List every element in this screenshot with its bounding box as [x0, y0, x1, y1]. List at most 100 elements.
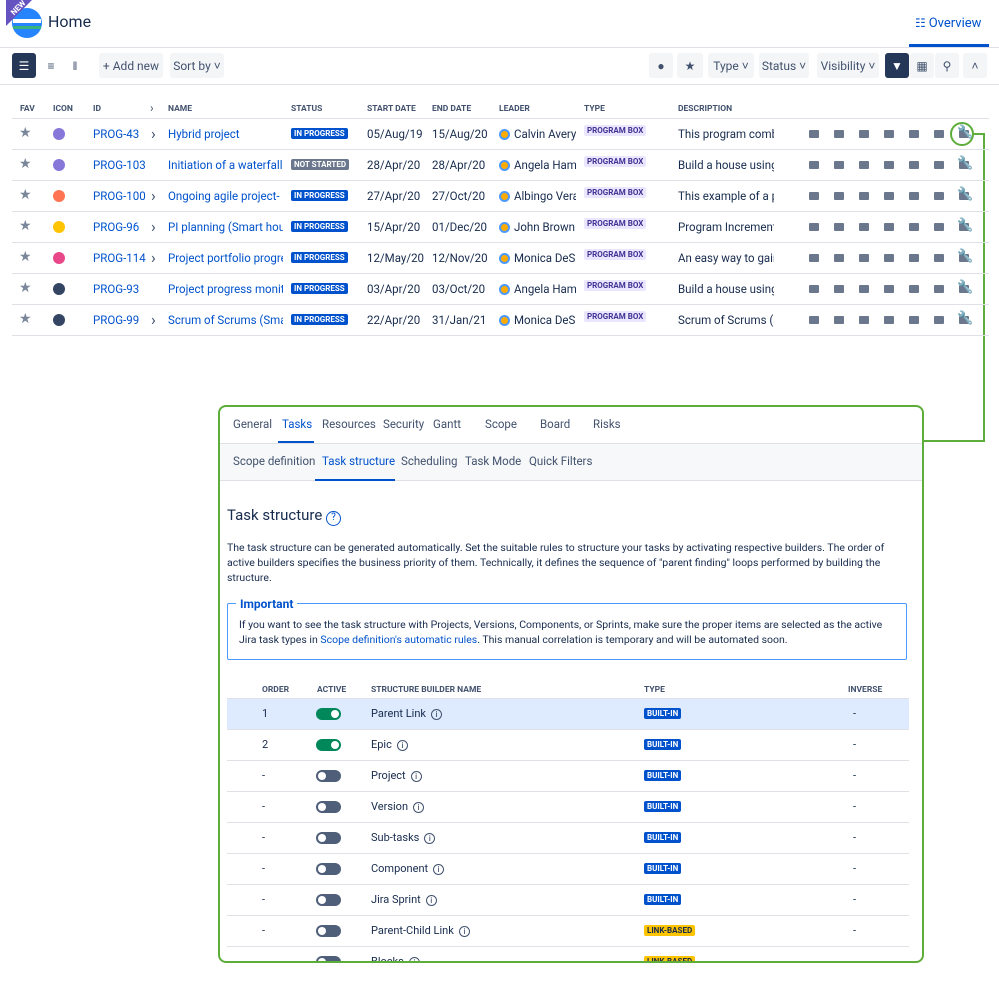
tab[interactable]: General [233, 417, 273, 431]
action-icon[interactable] [959, 130, 969, 138]
info-icon[interactable]: i [430, 709, 442, 720]
fav-filter[interactable]: ★ [677, 53, 703, 78]
settings-wrench[interactable]: 🔧 [957, 311, 974, 326]
action-icon[interactable] [959, 223, 969, 231]
action-icon[interactable] [934, 223, 944, 231]
search-button[interactable]: ⚲ [935, 53, 959, 78]
expand-chevron[interactable]: › [151, 124, 156, 143]
action-icon[interactable] [884, 192, 894, 200]
project-name[interactable]: Scrum of Scrums (Smar [168, 313, 283, 327]
action-icon[interactable] [834, 285, 844, 293]
active-toggle[interactable] [316, 739, 341, 751]
action-icon[interactable] [934, 316, 944, 324]
action-icon[interactable] [859, 161, 869, 169]
settings-wrench[interactable]: 🔧 [957, 218, 974, 233]
project-id[interactable]: PROG-93 [93, 282, 140, 296]
visibility-filter[interactable]: Visibility ˅ [817, 53, 879, 78]
view-tree[interactable]: ≡ [40, 53, 62, 78]
action-icon[interactable] [859, 192, 869, 200]
add-new-button[interactable]: + Add new [99, 53, 163, 78]
settings-wrench[interactable]: 🔧 [957, 280, 974, 295]
action-icon[interactable] [959, 161, 969, 169]
action-icon[interactable] [809, 192, 819, 200]
expand-chevron[interactable]: › [151, 186, 156, 205]
info-icon[interactable]: i [410, 771, 422, 782]
action-icon[interactable] [934, 254, 944, 262]
action-icon[interactable] [934, 192, 944, 200]
project-name[interactable]: PI planning (Smart hous [168, 220, 283, 234]
fav-star[interactable]: ★ [19, 280, 32, 296]
overview-tab[interactable]: ☷ Overview [915, 16, 982, 31]
help-icon[interactable]: ? [326, 511, 342, 526]
project-name[interactable]: Ongoing agile project- pl [168, 189, 283, 203]
action-icon[interactable] [859, 130, 869, 138]
action-icon[interactable] [884, 161, 894, 169]
tab[interactable]: Gantt [433, 417, 461, 431]
expand-chevron[interactable]: › [151, 310, 156, 329]
action-icon[interactable] [909, 254, 919, 262]
action-icon[interactable] [909, 161, 919, 169]
subtab[interactable]: Scope definition [233, 454, 316, 468]
action-icon[interactable] [834, 316, 844, 324]
tab[interactable]: Tasks [282, 417, 313, 431]
active-toggle[interactable] [316, 863, 341, 875]
info-icon[interactable]: i [425, 895, 437, 906]
action-icon[interactable] [834, 161, 844, 169]
action-icon[interactable] [809, 285, 819, 293]
info-icon[interactable]: i [424, 833, 436, 844]
subtab[interactable]: Scheduling [401, 454, 458, 468]
action-icon[interactable] [909, 316, 919, 324]
action-icon[interactable] [909, 223, 919, 231]
settings-wrench[interactable]: 🔧 [957, 249, 974, 264]
action-icon[interactable] [909, 192, 919, 200]
action-icon[interactable] [859, 254, 869, 262]
action-icon[interactable] [884, 285, 894, 293]
active-toggle[interactable] [316, 894, 341, 906]
action-icon[interactable] [859, 285, 869, 293]
project-name[interactable]: Initiation of a waterfall p [168, 158, 283, 172]
info-icon[interactable]: i [413, 802, 425, 813]
active-toggle[interactable] [316, 925, 341, 937]
action-icon[interactable] [934, 285, 944, 293]
info-icon[interactable]: i [433, 864, 445, 875]
user-filter[interactable]: ● [649, 53, 673, 78]
sort-button[interactable]: Sort by ˅ [170, 53, 224, 78]
subtab[interactable]: Quick Filters [529, 454, 593, 468]
project-id[interactable]: PROG-43 [93, 127, 140, 141]
status-filter[interactable]: Status ˅ [759, 53, 809, 78]
settings-wrench[interactable]: 🔧 [957, 187, 974, 202]
project-id[interactable]: PROG-103 [93, 158, 146, 172]
subtab[interactable]: Task Mode [465, 454, 522, 468]
filter-button[interactable]: ▼ [885, 53, 909, 78]
info-icon[interactable]: i [458, 926, 470, 937]
action-icon[interactable] [809, 161, 819, 169]
project-id[interactable]: PROG-96 [93, 220, 140, 234]
settings-wrench[interactable]: 🔧 [957, 125, 974, 140]
tab[interactable]: Scope [485, 417, 517, 431]
tab[interactable]: Risks [593, 417, 621, 431]
fav-star[interactable]: ★ [19, 156, 32, 172]
action-icon[interactable] [809, 223, 819, 231]
view-board[interactable]: ‖ [64, 53, 86, 78]
settings-wrench[interactable]: 🔧 [957, 156, 974, 171]
fav-star[interactable]: ★ [19, 125, 32, 141]
collapse-button[interactable]: ˄ [963, 53, 987, 78]
type-filter[interactable]: Type ˅ [708, 53, 754, 78]
action-icon[interactable] [809, 316, 819, 324]
tab[interactable]: Board [540, 417, 571, 431]
tab[interactable]: Resources [322, 417, 376, 431]
action-icon[interactable] [959, 192, 969, 200]
project-name[interactable]: Project portfolio progres [168, 251, 283, 265]
active-toggle[interactable] [316, 956, 341, 961]
action-icon[interactable] [859, 316, 869, 324]
action-icon[interactable] [884, 254, 894, 262]
action-icon[interactable] [884, 316, 894, 324]
action-icon[interactable] [859, 223, 869, 231]
action-icon[interactable] [809, 130, 819, 138]
tab[interactable]: Security [383, 417, 425, 431]
action-icon[interactable] [809, 254, 819, 262]
link[interactable]: Scope definition's automatic rules [320, 633, 478, 646]
action-icon[interactable] [934, 161, 944, 169]
active-toggle[interactable] [316, 770, 341, 782]
action-icon[interactable] [834, 130, 844, 138]
